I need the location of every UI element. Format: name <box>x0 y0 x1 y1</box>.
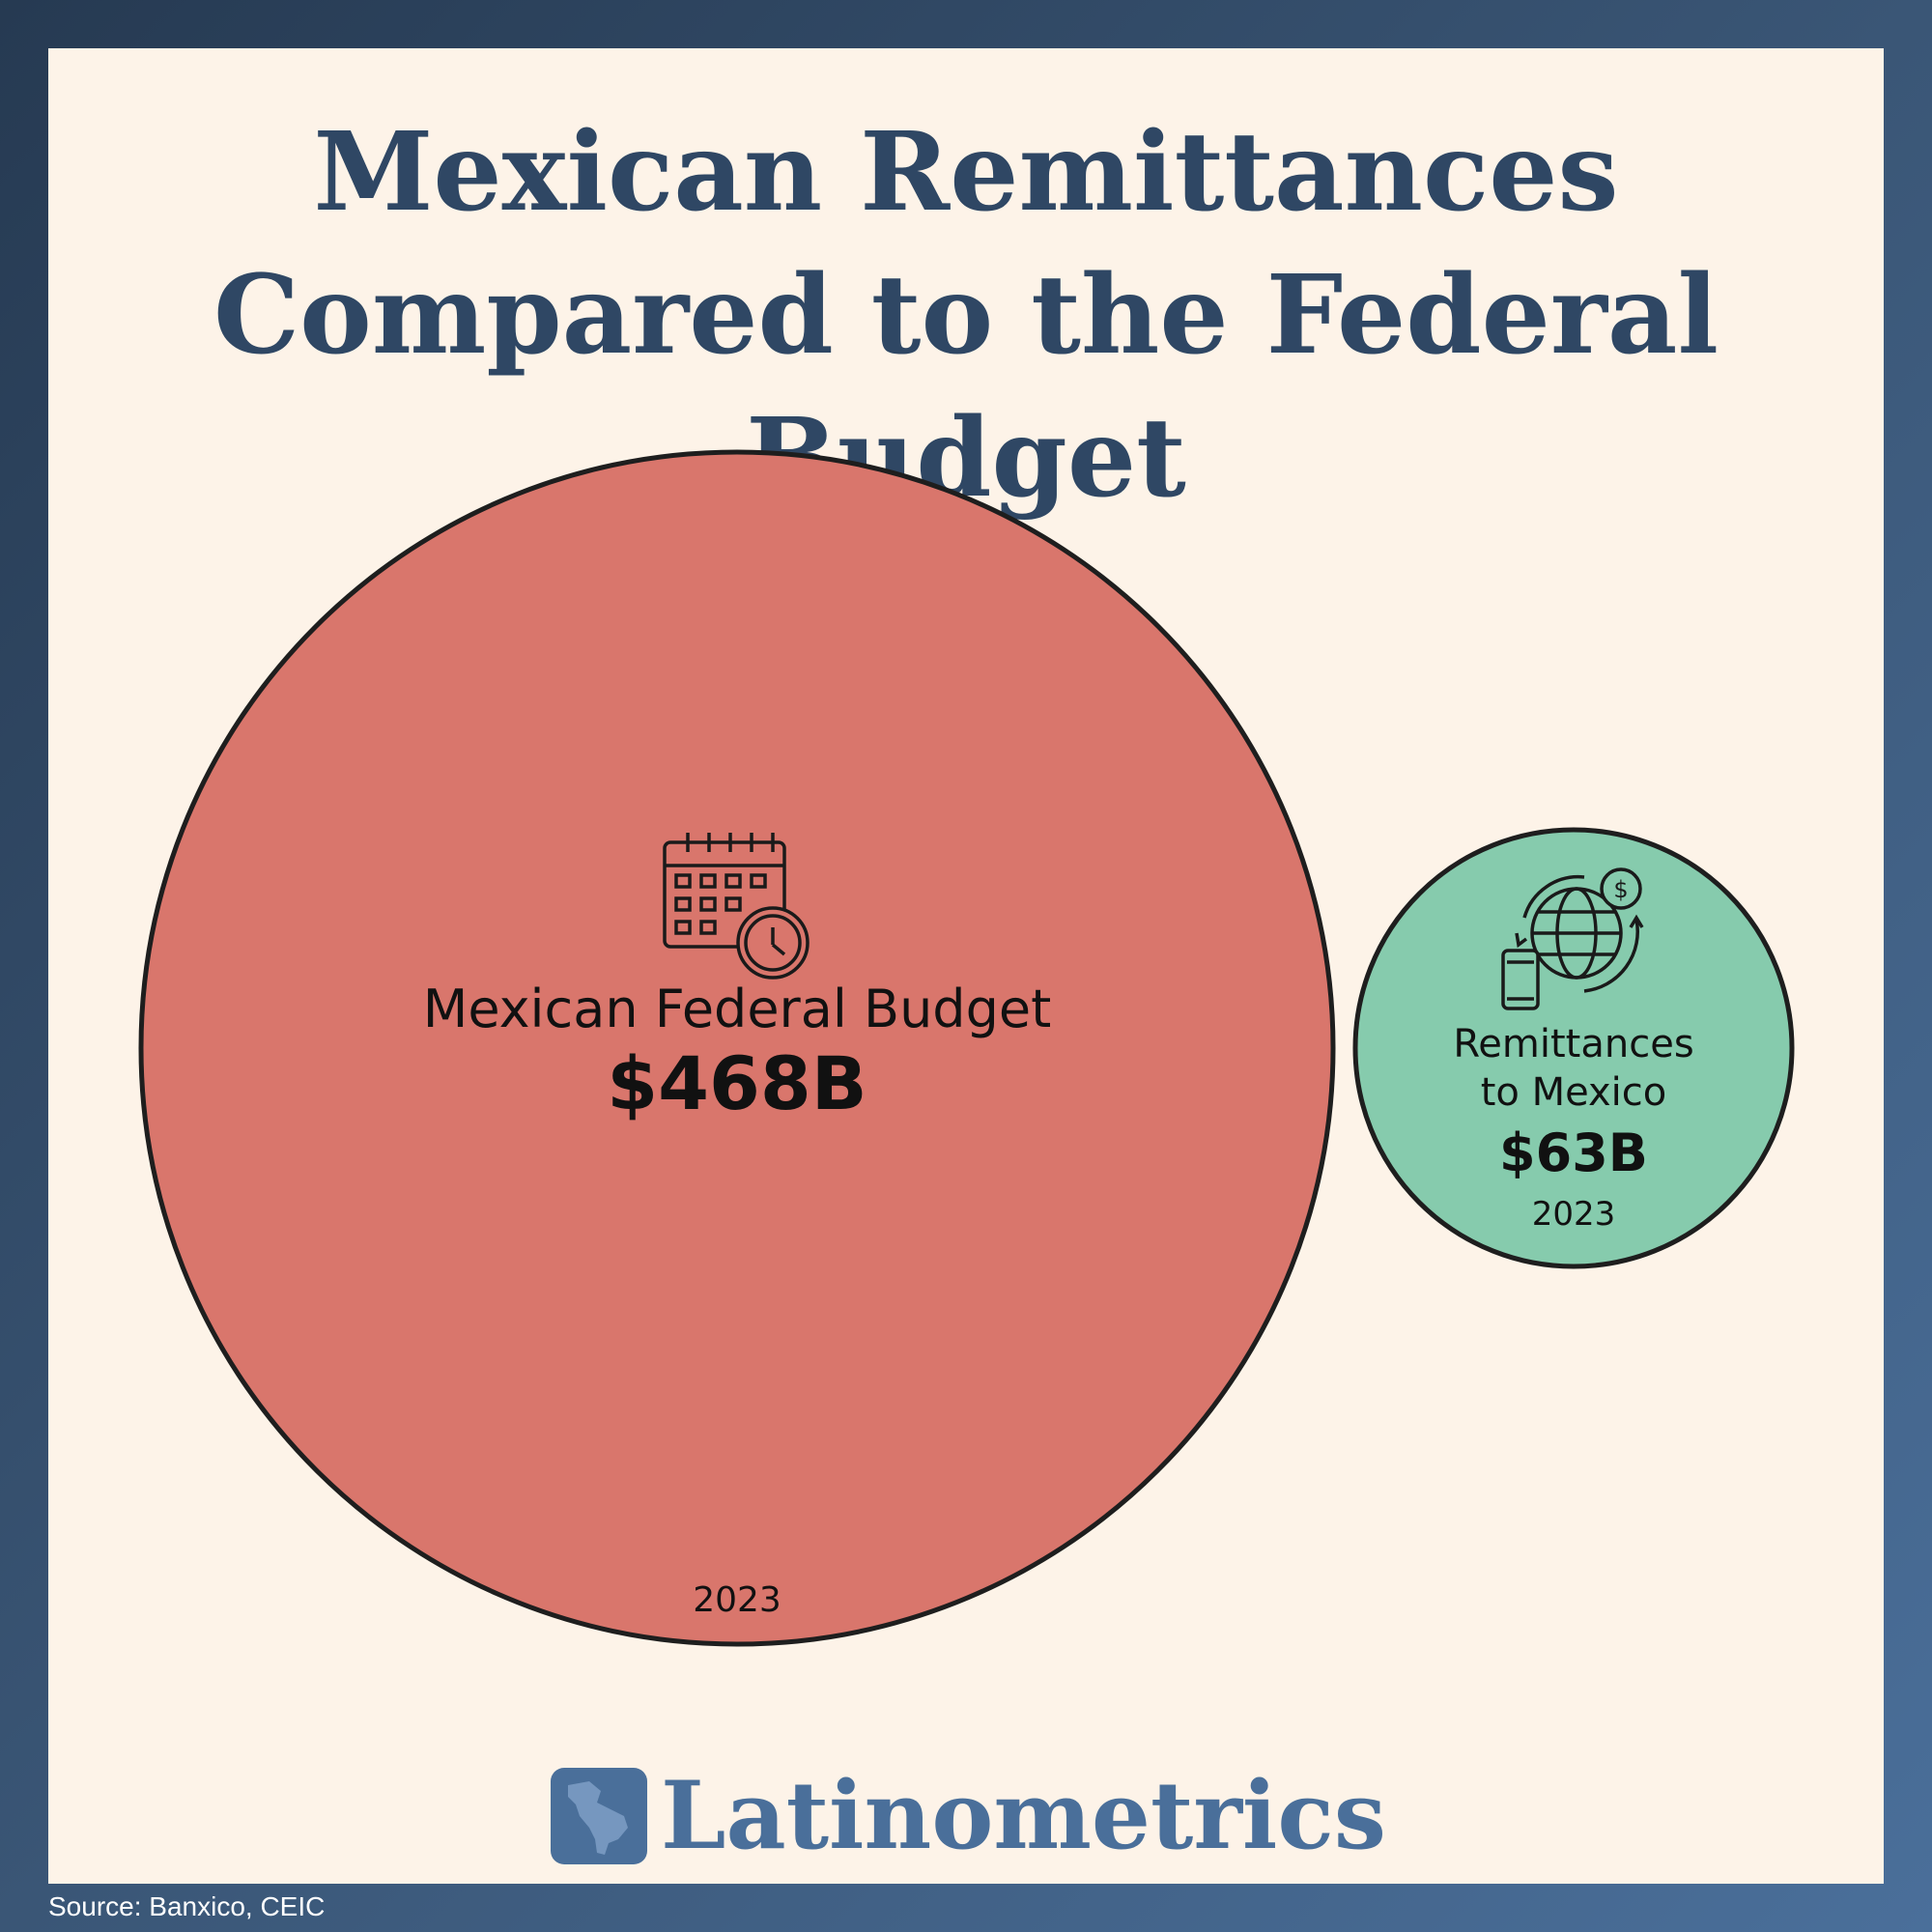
calendar-clock-icon <box>663 833 810 980</box>
chart-title: Mexican Remittances Compared to the Fede… <box>0 101 1932 530</box>
remittances-name-label-line1: Remittances <box>1453 1022 1693 1066</box>
brand-name: Latinometrics <box>661 1761 1386 1870</box>
bubble-budget <box>138 449 1336 1647</box>
bubble-remittances <box>1352 827 1795 1269</box>
budget-value-label: $468B <box>607 1040 867 1126</box>
globe-money-transfer-icon: $ <box>1501 867 1644 1010</box>
budget-name-label: Mexican Federal Budget <box>423 979 1052 1039</box>
remittances-name-label-line2: to Mexico <box>1481 1070 1667 1115</box>
source-note: Source: Banxico, CEIC <box>48 1891 325 1922</box>
budget-year-label: 2023 <box>693 1580 781 1620</box>
brand-logo-lockup: Latinometrics <box>551 1763 1386 1869</box>
remittances-value-label: $63B <box>1499 1122 1648 1183</box>
source-text: Source: Banxico, CEIC <box>48 1891 326 1921</box>
remittances-year-label: 2023 <box>1532 1195 1616 1234</box>
latin-america-map-icon <box>551 1768 647 1864</box>
chart-title-text: Mexican Remittances Compared to the Fede… <box>213 109 1719 522</box>
svg-text:$: $ <box>1613 876 1628 903</box>
